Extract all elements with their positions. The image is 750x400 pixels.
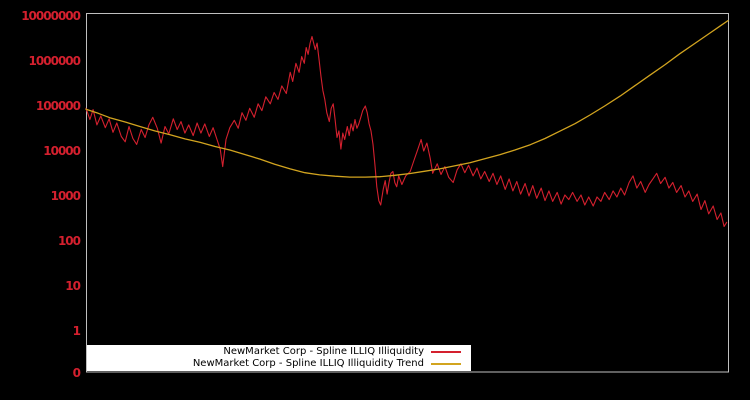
legend-row-trend: NewMarket Corp - Spline ILLIQ Illiquidit… — [91, 358, 461, 370]
y-axis-tick-label: 10000000 — [21, 9, 80, 23]
y-axis-tick-label: 100 — [58, 234, 81, 248]
legend-line-sample-trend — [431, 363, 461, 365]
illiquidity-series-line — [85, 35, 728, 228]
y-axis-tick-label: 1 — [73, 324, 81, 338]
legend-line-sample-illiquidity — [431, 351, 461, 353]
y-axis-tick-label: 10000 — [43, 144, 80, 158]
y-axis-tick-label: 1000 — [51, 189, 81, 203]
y-axis-tick-label: 0 — [73, 366, 81, 380]
plot-border — [86, 13, 729, 373]
legend-label-illiquidity: NewMarket Corp - Spline ILLIQ Illiquidit… — [223, 346, 424, 357]
trend-series-line — [85, 19, 729, 178]
legend-label-trend: NewMarket Corp - Spline ILLIQ Illiquidit… — [192, 358, 424, 369]
y-axis-tick-label: 10 — [65, 279, 80, 293]
legend-row-illiquidity: NewMarket Corp - Spline ILLIQ Illiquidit… — [91, 346, 461, 358]
legend: NewMarket Corp - Spline ILLIQ Illiquidit… — [87, 345, 471, 371]
y-axis-tick-label: 100000 — [36, 99, 81, 113]
y-axis-tick-label: 1000000 — [29, 54, 81, 68]
